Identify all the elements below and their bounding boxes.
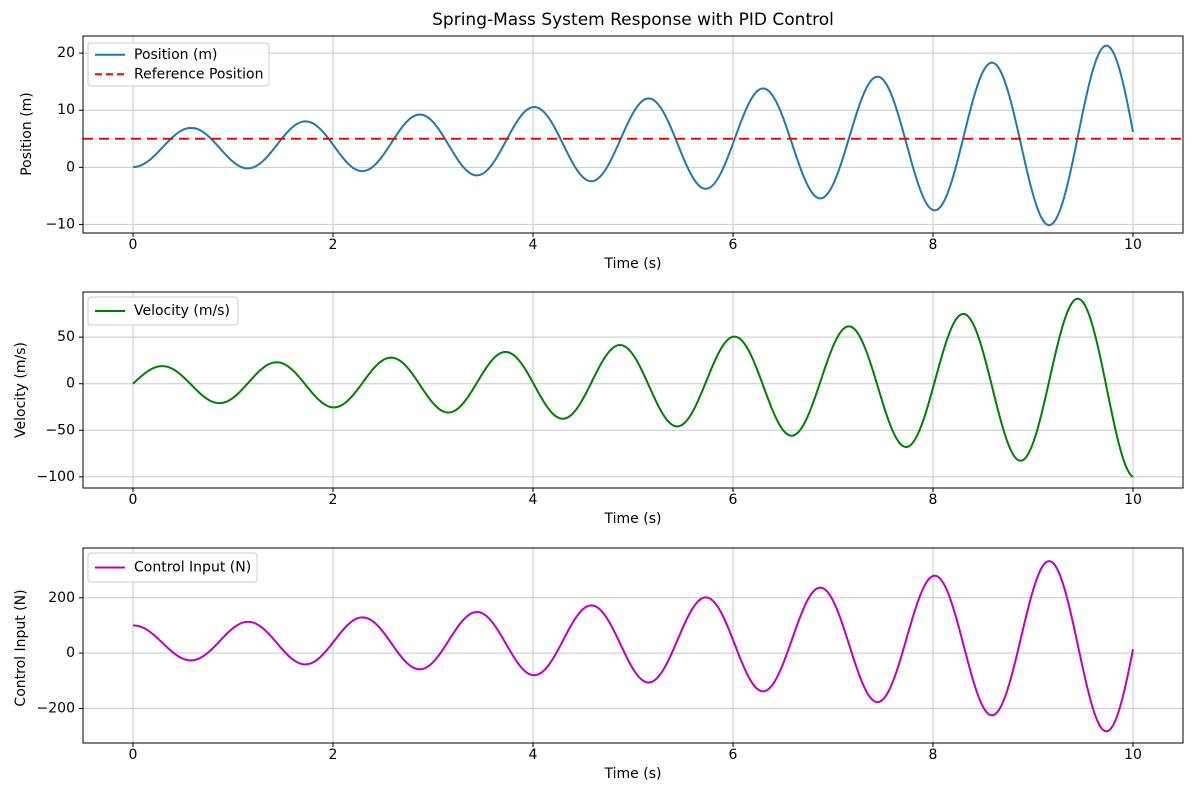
ylabel-control-plot: Control Input (N) bbox=[13, 589, 29, 707]
xlabel-control-plot: Time (s) bbox=[604, 766, 662, 782]
y-tick-label: −100 bbox=[37, 469, 75, 485]
legend-box bbox=[87, 552, 258, 583]
ylabel-velocity-plot: Velocity (m/s) bbox=[13, 342, 29, 438]
x-tick-label: 8 bbox=[929, 492, 938, 508]
plot-control: 0 2 4 6 8 10 −200 0 200 Control Input (N) bbox=[37, 547, 1184, 763]
y-tick-label: −200 bbox=[37, 700, 75, 716]
axes-spines bbox=[82, 35, 1184, 234]
axes-spines bbox=[82, 547, 1184, 744]
axis-ticks-control: 0 2 4 6 8 10 −200 0 200 bbox=[37, 590, 1142, 763]
y-tick-label: 200 bbox=[48, 590, 75, 606]
series-line-position-m- bbox=[132, 44, 1134, 227]
x-tick-label: 6 bbox=[729, 237, 738, 253]
legend-label: Reference Position bbox=[134, 66, 263, 82]
x-tick-label: 10 bbox=[1124, 492, 1142, 508]
axis-ticks-velocity: 0 2 4 6 8 10 −100 −50 0 50 bbox=[37, 329, 1142, 508]
x-tick-label: 2 bbox=[329, 237, 338, 253]
legend-label: Control Input (N) bbox=[134, 560, 251, 576]
x-tick-label: 8 bbox=[929, 237, 938, 253]
plot-velocity: 0 2 4 6 8 10 −100 −50 0 50 Velocity (m/s) bbox=[37, 291, 1184, 508]
x-tick-label: 6 bbox=[729, 492, 738, 508]
axes-spines bbox=[82, 291, 1184, 489]
figure-title: Spring-Mass System Response with PID Con… bbox=[432, 10, 834, 30]
x-tick-label: 8 bbox=[929, 747, 938, 763]
grid-velocity bbox=[83, 292, 1183, 488]
y-tick-label: 0 bbox=[66, 645, 75, 661]
xlabel-velocity-plot: Time (s) bbox=[604, 511, 662, 527]
axis-ticks-position: 0 2 4 6 8 10 −10 0 10 20 bbox=[45, 45, 1141, 253]
x-tick-label: 0 bbox=[129, 237, 138, 253]
x-tick-label: 4 bbox=[529, 492, 538, 508]
series-line-velocity-m-s- bbox=[132, 297, 1134, 478]
x-tick-label: 10 bbox=[1124, 747, 1142, 763]
legend-label: Position (m) bbox=[134, 47, 218, 63]
legend-control: Control Input (N) bbox=[87, 552, 258, 583]
y-tick-label: 10 bbox=[57, 102, 75, 118]
legend-box bbox=[87, 42, 270, 87]
y-tick-label: −10 bbox=[45, 216, 75, 232]
x-tick-label: 6 bbox=[729, 747, 738, 763]
legend-velocity: Velocity (m/s) bbox=[87, 296, 239, 326]
x-tick-label: 2 bbox=[329, 747, 338, 763]
y-tick-label: 0 bbox=[66, 159, 75, 175]
x-tick-label: 2 bbox=[329, 492, 338, 508]
y-tick-label: 20 bbox=[57, 45, 75, 61]
legend-position: Position (m) Reference Position bbox=[87, 42, 270, 87]
y-tick-label: −50 bbox=[45, 422, 75, 438]
ylabel-position-plot: Position (m) bbox=[19, 92, 35, 176]
series-line-control-input-n- bbox=[132, 560, 1134, 733]
y-tick-label: 0 bbox=[66, 376, 75, 392]
x-tick-label: 10 bbox=[1124, 237, 1142, 253]
xlabel-position-plot: Time (s) bbox=[604, 256, 662, 272]
plot-position: 0 2 4 6 8 10 −10 0 10 20 Position (m) Reference Pos… bbox=[45, 35, 1184, 253]
legend-label: Velocity (m/s) bbox=[134, 303, 230, 319]
legend-box bbox=[87, 296, 239, 326]
x-tick-label: 4 bbox=[529, 237, 538, 253]
x-tick-label: 4 bbox=[529, 747, 538, 763]
x-tick-label: 0 bbox=[129, 492, 138, 508]
x-tick-label: 0 bbox=[129, 747, 138, 763]
y-tick-label: 50 bbox=[57, 329, 75, 345]
